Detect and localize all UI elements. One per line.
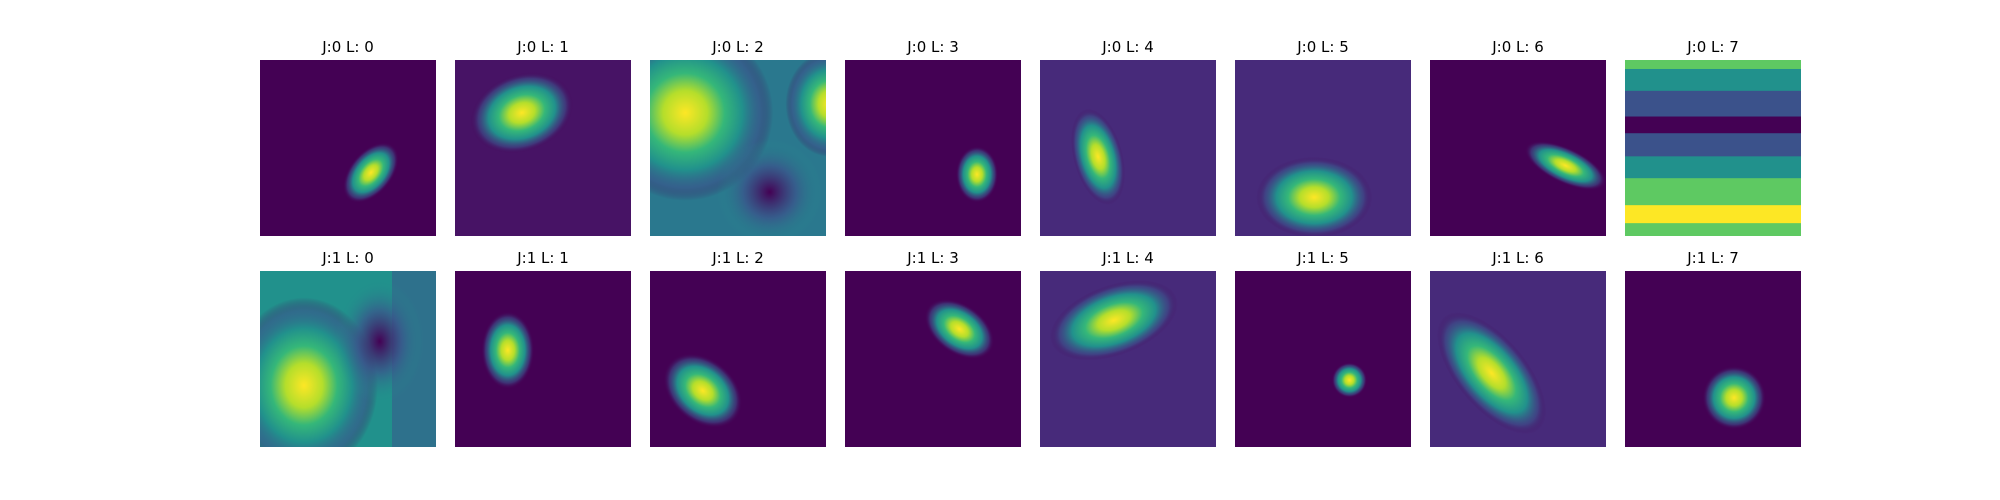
blob: [1331, 362, 1367, 398]
panel-title: J:1 L: 7: [1686, 249, 1739, 267]
background: [845, 271, 1021, 447]
heatmap: [650, 60, 826, 236]
blob: [785, 60, 826, 157]
background: [845, 60, 1021, 236]
heatmap: [260, 60, 436, 236]
blob: [343, 142, 399, 203]
blob: [470, 72, 574, 154]
background: [455, 271, 631, 447]
panel-title: J:0 L: 6: [1491, 38, 1544, 56]
panel-title: J:0 L: 2: [711, 38, 764, 56]
panel-title: J:0 L: 3: [906, 38, 959, 56]
panel-title: J:0 L: 0: [321, 38, 374, 56]
heatmap: [1625, 60, 1801, 236]
blob: [335, 279, 424, 403]
heatmap: [455, 271, 631, 447]
stripe: [1625, 205, 1801, 224]
heatmap: [845, 60, 1021, 236]
blob: [1256, 156, 1373, 236]
heatmap: [1235, 60, 1411, 236]
stripe: [1625, 156, 1801, 179]
panel-title: J:1 L: 1: [516, 249, 569, 267]
background: [1430, 60, 1606, 236]
heatmap: [650, 271, 826, 447]
stripe: [1625, 116, 1801, 134]
heatmap: [455, 60, 631, 236]
stripe: [1625, 68, 1801, 92]
stripe: [1625, 133, 1801, 157]
panel-title: J:0 L: 5: [1296, 38, 1349, 56]
heatmap: [845, 271, 1021, 447]
stripe: [1625, 60, 1801, 70]
heatmap: [1430, 271, 1606, 447]
blob: [716, 139, 823, 236]
blob: [955, 146, 999, 203]
heatmap: [1235, 271, 1411, 447]
heatmap: [260, 271, 436, 447]
heatmap: [1430, 60, 1606, 236]
stripe: [1625, 223, 1801, 236]
heatmap: [1040, 271, 1216, 447]
stripe: [1625, 90, 1801, 118]
stripe: [1625, 178, 1801, 206]
heatmap: [1040, 60, 1216, 236]
blob: [1071, 108, 1126, 205]
blob: [663, 353, 743, 428]
blob: [1524, 141, 1606, 191]
panel-title: J:1 L: 3: [906, 249, 959, 267]
blob: [1049, 280, 1178, 361]
background: [1040, 60, 1216, 236]
blob: [481, 311, 535, 389]
blob: [1702, 366, 1766, 430]
background: [260, 60, 436, 236]
panel-title: J:1 L: 0: [321, 249, 374, 267]
blob: [924, 299, 995, 360]
panel-title: J:0 L: 7: [1686, 38, 1739, 56]
panel-title: J:1 L: 2: [711, 249, 764, 267]
panel-title: J:1 L: 4: [1101, 249, 1154, 267]
panel-title: J:1 L: 6: [1491, 249, 1544, 267]
blob: [1436, 312, 1547, 435]
panel-title: J:0 L: 1: [516, 38, 569, 56]
background: [1235, 271, 1411, 447]
heatmap: [1625, 271, 1801, 447]
panel-title: J:1 L: 5: [1296, 249, 1349, 267]
panel-title: J:0 L: 4: [1101, 38, 1154, 56]
